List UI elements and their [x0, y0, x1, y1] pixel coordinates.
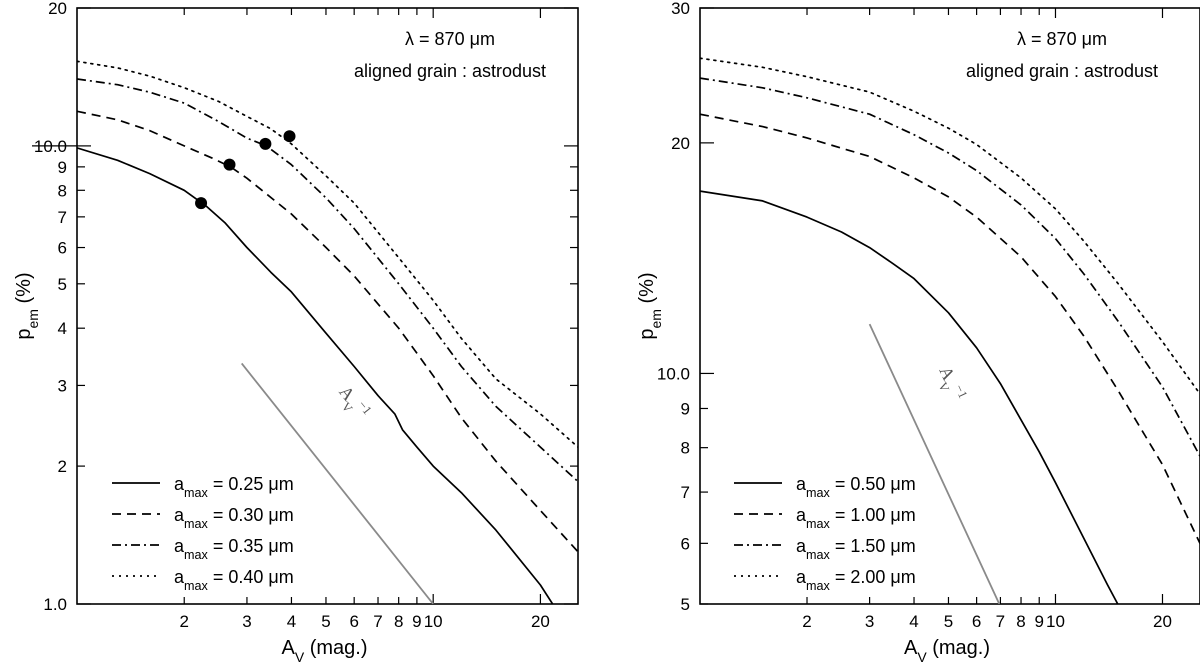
- x-tick-label: 10: [1046, 612, 1065, 631]
- data-point-marker: [283, 130, 296, 143]
- reference-line-label: AV−1: [331, 381, 375, 426]
- legend-label-2: amax = 1.00 μm: [796, 505, 916, 531]
- legend-label-2: amax = 0.30 μm: [174, 505, 294, 531]
- annotation-grain: aligned grain : astrodust: [966, 61, 1158, 81]
- legend-label-4: amax = 2.00 μm: [796, 567, 916, 593]
- data-point-marker: [223, 158, 236, 171]
- reference-line: [240, 362, 434, 604]
- y-tick-label: 20: [48, 0, 67, 18]
- y-tick-label: 8: [58, 181, 67, 200]
- y-tick-label: 5: [681, 595, 690, 614]
- y-tick-label: 3: [58, 376, 67, 395]
- legend-label-1: amax = 0.25 μm: [174, 474, 294, 500]
- y-tick-label: 10.0: [657, 364, 690, 383]
- x-tick-label: 3: [242, 612, 251, 631]
- x-tick-label: 10: [424, 612, 443, 631]
- series-line-2: [700, 113, 1200, 544]
- y-tick-label: 20: [671, 134, 690, 153]
- annotation-wavelength: λ = 870 μm: [405, 29, 495, 49]
- x-tick-label: 9: [412, 612, 421, 631]
- plot-frame: [699, 7, 1200, 605]
- y-axis-title: pem (%): [13, 272, 41, 339]
- plot-area: AV−1: [77, 60, 578, 604]
- reference-line-label: AV−1: [930, 362, 970, 406]
- y-tick-label: 6: [58, 239, 67, 258]
- legend-label-4: amax = 0.40 μm: [174, 567, 294, 593]
- series-line-3: [77, 78, 578, 483]
- x-tick-label: 6: [972, 612, 981, 631]
- y-tick-label: 10.0: [34, 137, 67, 156]
- x-tick-label: 5: [944, 612, 953, 631]
- annotation-grain: aligned grain : astrodust: [354, 61, 546, 81]
- y-tick-label: 7: [681, 483, 690, 502]
- plot-area: AV−1: [700, 57, 1200, 604]
- x-tick-label: 8: [394, 612, 403, 631]
- series-line-3: [700, 77, 1200, 457]
- series-line-4: [77, 60, 578, 448]
- reference-line: [868, 323, 1001, 604]
- data-point-marker: [195, 197, 208, 210]
- legend-label-3: amax = 1.50 μm: [796, 536, 916, 562]
- data-point-marker: [259, 137, 272, 150]
- x-tick-label: 5: [321, 612, 330, 631]
- y-tick-label: 7: [58, 208, 67, 227]
- y-tick-label: 6: [681, 534, 690, 553]
- series-line-1: [77, 147, 554, 604]
- x-tick-label: 2: [179, 612, 188, 631]
- x-axis-title: AV (mag.): [904, 637, 990, 662]
- x-axis-title: AV (mag.): [281, 637, 367, 662]
- y-tick-label: 5: [58, 275, 67, 294]
- y-axis-title: pem (%): [636, 272, 664, 339]
- series-line-4: [700, 57, 1200, 395]
- x-tick-label: 8: [1016, 612, 1025, 631]
- y-tick-label: 9: [681, 399, 690, 418]
- y-tick-label: 4: [58, 319, 67, 338]
- x-tick-label: 2: [802, 612, 811, 631]
- legend-label-3: amax = 0.35 μm: [174, 536, 294, 562]
- x-tick-label: 20: [1153, 612, 1172, 631]
- y-tick-label: 30: [671, 0, 690, 18]
- legend-label-1: amax = 0.50 μm: [796, 474, 916, 500]
- x-tick-label: 4: [287, 612, 296, 631]
- y-tick-label: 2: [58, 457, 67, 476]
- x-tick-label: 9: [1034, 612, 1043, 631]
- series-line-1: [700, 190, 1119, 604]
- y-tick-label: 1.0: [43, 595, 67, 614]
- x-tick-label: 4: [909, 612, 918, 631]
- series-line-2: [77, 110, 578, 553]
- x-tick-label: 6: [349, 612, 358, 631]
- y-tick-label: 9: [58, 158, 67, 177]
- x-tick-label: 3: [865, 612, 874, 631]
- x-tick-label: 7: [373, 612, 382, 631]
- x-tick-label: 20: [531, 612, 550, 631]
- x-tick-label: 7: [996, 612, 1005, 631]
- y-tick-label: 8: [681, 439, 690, 458]
- annotation-wavelength: λ = 870 μm: [1017, 29, 1107, 49]
- plot-frame: [76, 7, 579, 605]
